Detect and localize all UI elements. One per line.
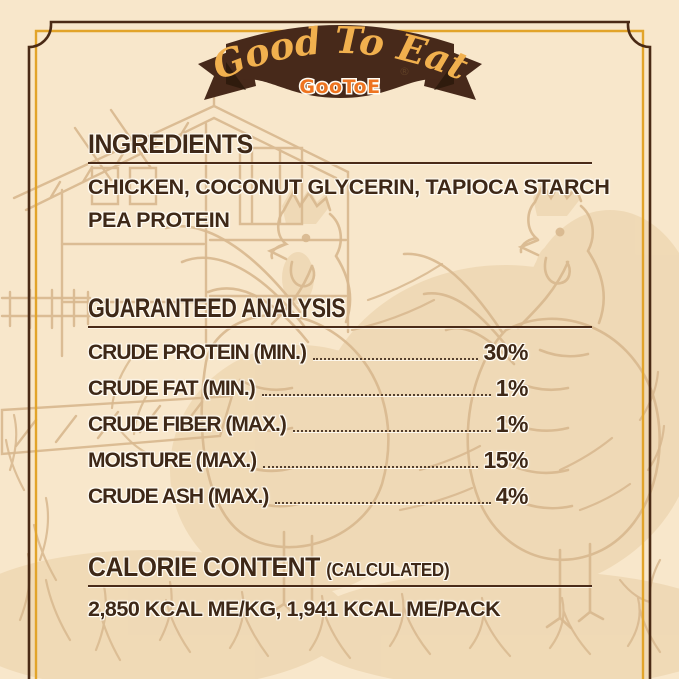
dotted-leader	[275, 502, 491, 505]
rooster-center-sketch	[164, 190, 390, 619]
barn-sketch	[0, 94, 350, 456]
analysis-row: CRUDE ASH (MAX.) 4%	[88, 476, 529, 512]
analysis-row: MOISTURE (MAX.) 15%	[88, 440, 528, 476]
brand-logo: GooToE	[299, 76, 380, 98]
dotted-leader	[261, 394, 491, 397]
calorie-content-title: CALORIE CONTENT (CALCULATED)	[88, 552, 450, 582]
analysis-label: CRUDE FIBER (MAX.)	[88, 413, 287, 437]
ingredients-title: INGREDIENTS	[88, 129, 253, 159]
calorie-divider	[88, 585, 592, 588]
calorie-values-line: 2,850 KCAL ME/KG, 1,941 KCAL ME/PACK	[88, 597, 501, 622]
rooster-right-sketch	[402, 181, 661, 630]
analysis-value: 1%	[495, 375, 529, 402]
analysis-label: CRUDE PROTEIN (MIN.)	[88, 341, 307, 365]
analysis-row: CRUDE FAT (MIN.) 1%	[88, 368, 529, 404]
guaranteed-analysis-section: GUARANTEED ANALYSIS CRUDE PROTEIN (MIN.)…	[88, 294, 592, 512]
analysis-value: 30%	[483, 339, 528, 366]
grass-sketch	[4, 262, 666, 662]
analysis-row: CRUDE PROTEIN (MIN.) 30%	[88, 332, 528, 368]
ingredients-line-1: CHICKEN, COCONUT GLYCERIN, TAPIOCA STARC…	[88, 175, 610, 200]
dotted-leader	[263, 466, 479, 469]
dotted-leader	[313, 358, 479, 361]
calorie-content-section: CALORIE CONTENT (CALCULATED) 2,850 KCAL M…	[88, 553, 592, 644]
ingredients-divider	[88, 162, 592, 165]
analysis-value: 4%	[495, 483, 529, 510]
analysis-label: CRUDE ASH (MAX.)	[88, 485, 269, 509]
brand-banner: Good To Eat GooToE ®	[198, 18, 482, 100]
analysis-value: 1%	[495, 411, 529, 438]
ribbon-shape	[198, 25, 482, 100]
calorie-title-suffix: (CALCULATED)	[326, 559, 450, 580]
analysis-row: CRUDE FIBER (MAX.) 1%	[88, 404, 529, 440]
analysis-value: 15%	[483, 447, 528, 474]
guaranteed-analysis-title: GUARANTEED ANALYSIS	[88, 293, 346, 323]
guaranteed-analysis-divider	[88, 326, 592, 329]
registered-trademark-icon: ®	[399, 65, 410, 78]
dotted-leader	[292, 430, 491, 433]
analysis-label: MOISTURE (MAX.)	[88, 449, 257, 473]
ingredients-section: INGREDIENTS CHICKEN, COCONUT GLYCERIN, T…	[88, 129, 610, 237]
ingredients-line-2: PEA PROTEIN	[88, 208, 230, 233]
analysis-label: CRUDE FAT (MIN.)	[88, 377, 256, 401]
analysis-table: CRUDE PROTEIN (MIN.) 30% CRUDE FAT (MIN.…	[88, 332, 529, 512]
